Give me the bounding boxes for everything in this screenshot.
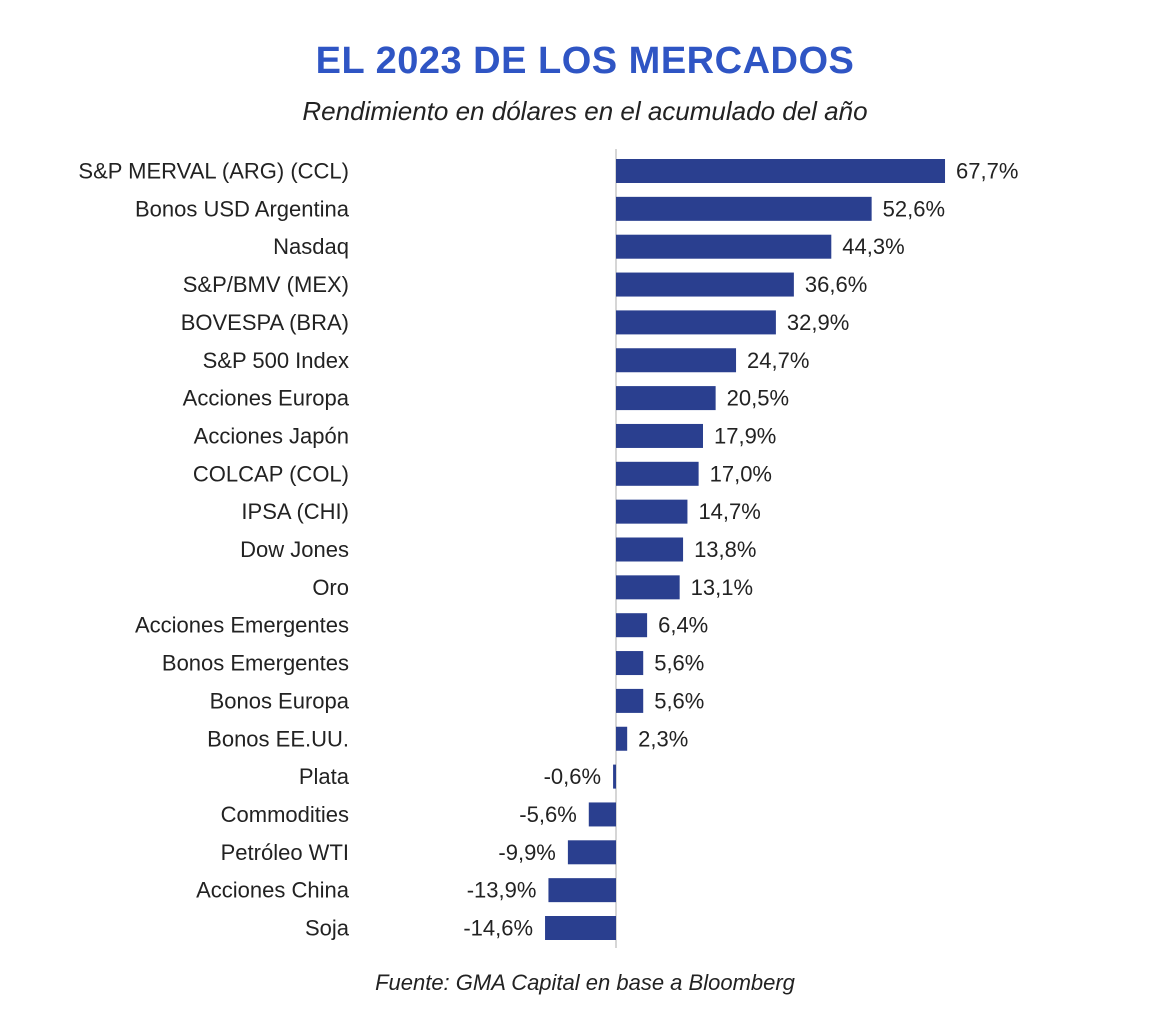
- category-label: S&P/BMV (MEX): [183, 272, 349, 297]
- value-label: 17,0%: [710, 461, 772, 486]
- bar: [616, 575, 680, 600]
- category-label: Petróleo WTI: [221, 840, 349, 865]
- category-label: COLCAP (COL): [193, 461, 349, 486]
- category-label: Acciones China: [196, 878, 350, 903]
- category-label: Bonos EE.UU.: [207, 726, 349, 751]
- category-label: Bonos Europa: [210, 688, 350, 713]
- value-label: 6,4%: [658, 613, 708, 638]
- bar: [616, 613, 648, 638]
- bar: [616, 461, 699, 486]
- source-note: Fuente: GMA Capital en base a Bloomberg: [375, 970, 795, 995]
- bar: [616, 159, 946, 183]
- bar: [616, 726, 628, 751]
- value-label: 13,1%: [691, 575, 753, 600]
- value-label: 2,3%: [638, 726, 688, 751]
- bar: [567, 840, 616, 865]
- value-label: 17,9%: [714, 423, 776, 448]
- bar: [616, 348, 737, 373]
- category-label: Acciones Europa: [183, 386, 350, 411]
- bar: [616, 423, 703, 448]
- value-label: -5,6%: [519, 802, 576, 827]
- category-label: Bonos USD Argentina: [135, 196, 350, 221]
- category-label: BOVESPA (BRA): [181, 310, 349, 335]
- bar: [616, 310, 776, 335]
- category-label: Acciones Emergentes: [135, 613, 349, 638]
- value-label: 13,8%: [694, 537, 756, 562]
- value-label: 5,6%: [654, 688, 704, 713]
- value-label: 52,6%: [883, 196, 945, 221]
- chart-title: EL 2023 DE LOS MERCADOS: [315, 40, 855, 82]
- category-label: Bonos Emergentes: [162, 651, 349, 676]
- bar: [613, 764, 616, 789]
- category-label: Soja: [305, 916, 350, 941]
- category-label: S&P 500 Index: [203, 348, 349, 373]
- bar: [548, 878, 616, 903]
- value-label: 20,5%: [727, 386, 789, 411]
- value-label: -0,6%: [544, 764, 601, 789]
- value-label: 5,6%: [654, 651, 704, 676]
- value-label: -9,9%: [498, 840, 555, 865]
- bar: [616, 234, 832, 259]
- category-label: Nasdaq: [273, 234, 349, 259]
- value-label: 67,7%: [956, 159, 1018, 184]
- bar: [616, 196, 872, 221]
- category-label: Dow Jones: [240, 537, 349, 562]
- bar: [545, 916, 616, 940]
- value-label: 24,7%: [747, 348, 809, 373]
- value-label: -13,9%: [467, 878, 537, 903]
- category-label: Acciones Japón: [194, 423, 349, 448]
- bar: [616, 499, 688, 524]
- value-label: 32,9%: [787, 310, 849, 335]
- bar: [616, 272, 794, 297]
- bar: [616, 537, 684, 562]
- value-label: 36,6%: [805, 272, 867, 297]
- bar: [616, 651, 644, 676]
- bar: [616, 688, 644, 713]
- chart-subtitle: Rendimiento en dólares en el acumulado d…: [302, 96, 868, 126]
- value-label: 44,3%: [842, 234, 904, 259]
- category-label: IPSA (CHI): [241, 499, 349, 524]
- value-label: -14,6%: [463, 916, 533, 941]
- category-label: Plata: [299, 764, 350, 789]
- bar: [616, 386, 716, 411]
- bar: [588, 802, 616, 827]
- category-label: S&P MERVAL (ARG) (CCL): [78, 159, 349, 184]
- category-label: Commodities: [221, 802, 349, 827]
- category-label: Oro: [312, 575, 349, 600]
- value-label: 14,7%: [698, 499, 760, 524]
